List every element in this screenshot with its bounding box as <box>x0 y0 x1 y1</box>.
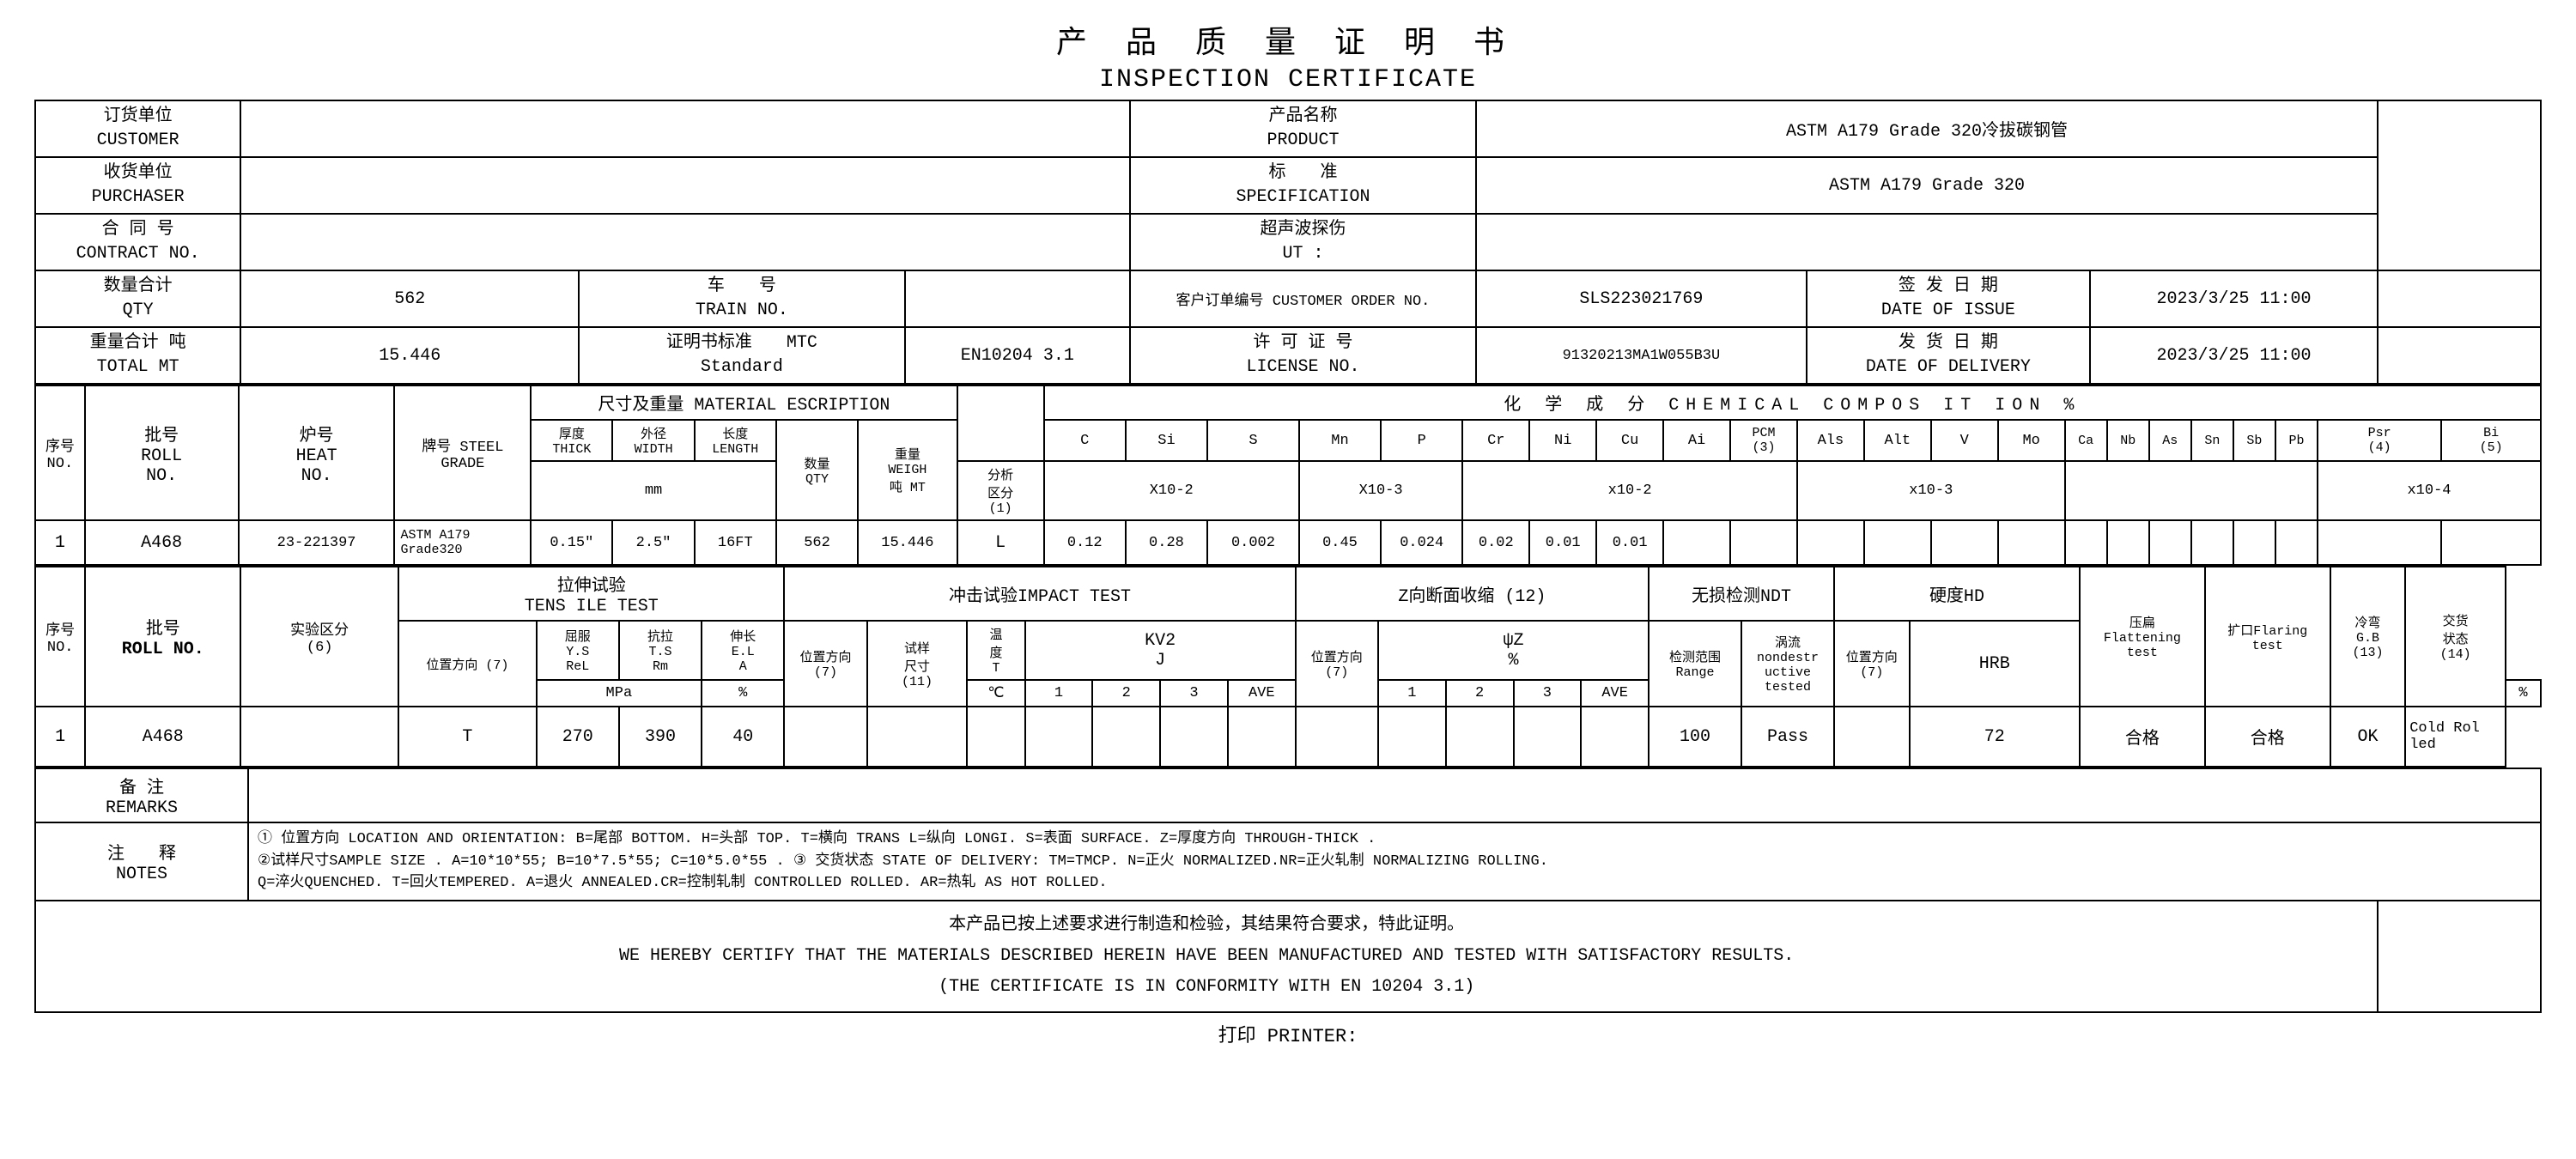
title-cn: 产 品 质 量 证 明 书 <box>34 17 2542 62</box>
title-en: INSPECTION CERTIFICATE <box>34 65 2542 94</box>
footer-table: 备 注REMARKS 注 释NOTES ① 位置方向 LOCATION AND … <box>34 768 2542 1013</box>
mech-data-row: 1 A468 T 270 390 40 100 Pass 72 合格 合格 OK… <box>35 707 2541 767</box>
mech-table: 序号NO. 批号ROLL NO. 实验区分(6) 拉伸试验TENS ILE TE… <box>34 566 2542 768</box>
spec-value: ASTM A179 Grade 320 <box>1476 157 2378 214</box>
total-mt-value: 15.446 <box>240 327 579 384</box>
chem-table: 序号NO. 批号ROLLNO. 炉号HEATNO. 牌号 STEELGRADE … <box>34 385 2542 566</box>
chem-data-row: 1 A468 23-221397 ASTM A179Grade320 0.15"… <box>35 520 2541 565</box>
delivery-date-value: 2023/3/25 11:00 <box>2090 327 2379 384</box>
mtc-value: EN10204 3.1 <box>905 327 1131 384</box>
printer-label: 打印 PRINTER: <box>34 1020 2542 1047</box>
header-table: 订货单位CUSTOMER 产品名称PRODUCT ASTM A179 Grade… <box>34 100 2542 385</box>
license-value: 91320213MA1W055B3U <box>1476 327 1807 384</box>
product-value: ASTM A179 Grade 320冷拔碳钢管 <box>1476 100 2378 157</box>
qty-value: 562 <box>240 270 579 327</box>
issue-date-value: 2023/3/25 11:00 <box>2090 270 2379 327</box>
customer-order-value: SLS223021769 <box>1476 270 1807 327</box>
